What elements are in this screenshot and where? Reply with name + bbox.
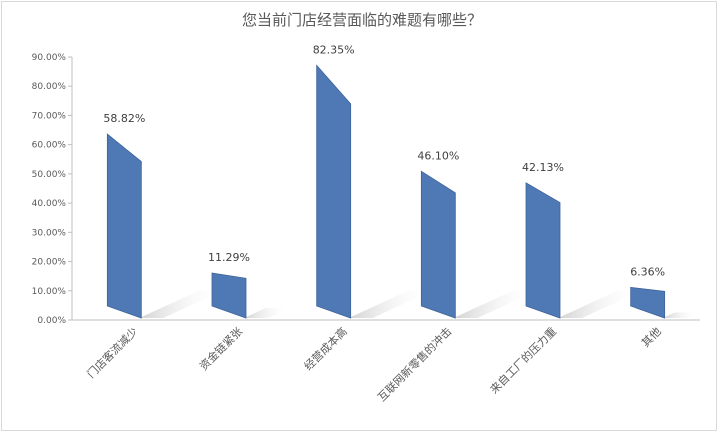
bar: [211, 272, 247, 319]
chart-title: 您当前门店经营面临的难题有哪些？: [242, 11, 482, 29]
y-tick-label: 80.00%: [32, 82, 67, 92]
y-tick-label: 20.00%: [32, 258, 67, 268]
bar: [106, 133, 142, 319]
category-label: 其他: [639, 325, 664, 350]
data-label: 11.29%: [208, 251, 250, 264]
bar: [316, 64, 352, 319]
data-label: 82.35%: [313, 43, 355, 56]
y-tick-label: 60.00%: [32, 141, 67, 151]
data-label: 42.13%: [522, 161, 564, 174]
category-label: 经营成本高: [301, 324, 350, 373]
category-labels: 门店客流减少 资金链紧张 经营成本高 互联网新零售的冲击 来自工厂的压力重 其他: [84, 324, 664, 404]
bar-shadow: [139, 290, 224, 318]
bar: [525, 182, 561, 319]
y-tick-label: 50.00%: [32, 170, 67, 180]
y-tick-label: 30.00%: [32, 228, 67, 238]
category-label: 来自工厂的压力重: [487, 324, 559, 396]
bar-shadow: [558, 290, 642, 318]
y-tick-label: 90.00%: [32, 53, 67, 63]
category-label: 门店客流减少: [84, 324, 141, 381]
bar-shadow: [453, 290, 538, 318]
bars: [106, 64, 666, 319]
y-tick-label: 10.00%: [32, 287, 67, 297]
bar-shadow: [244, 308, 290, 318]
category-label: 资金链紧张: [196, 324, 245, 373]
data-label: 46.10%: [417, 149, 459, 162]
y-axis: 0.00% 10.00% 20.00% 30.00% 40.00% 50.00% 60.00…: [32, 53, 73, 326]
data-labels: 58.82% 11.29% 82.35% 46.10% 42.13% 6.36%: [103, 43, 665, 278]
y-tick-label: 40.00%: [32, 199, 67, 209]
bar: [630, 286, 666, 319]
data-label: 6.36%: [630, 265, 665, 278]
data-label: 58.82%: [103, 112, 145, 125]
y-tick-label: 70.00%: [32, 111, 67, 121]
bar-shadow: [348, 290, 433, 318]
y-tick-label: 0.00%: [37, 316, 66, 326]
category-label: 互联网新零售的冲击: [375, 324, 455, 404]
bar-shadow: [662, 312, 699, 318]
bar-shadows: [139, 290, 699, 318]
bar: [420, 170, 456, 319]
